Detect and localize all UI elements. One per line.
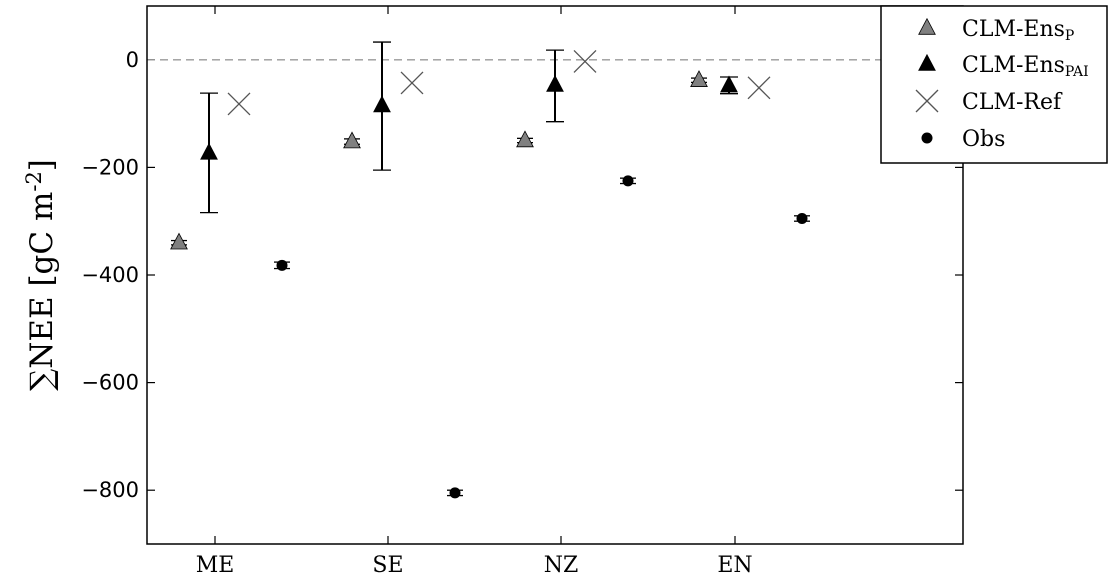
legend-label-subscript: PAI <box>1065 64 1089 80</box>
x-tick-label: EN <box>717 553 752 578</box>
y-axis-title: ∑NEE [gC m-2] <box>22 159 60 391</box>
x-marker-stroke <box>915 89 939 113</box>
legend-label-ens_pai: CLM-EnsPAI <box>962 53 1089 80</box>
legend-marker-ens_pai <box>918 53 936 71</box>
ref-point <box>400 71 424 95</box>
ens_pai-point <box>200 142 218 160</box>
legend-label-ref: CLM-Ref <box>962 90 1063 115</box>
obs-point <box>276 259 288 271</box>
ens_p-point <box>170 232 188 250</box>
y-tick-label: −400 <box>81 263 139 287</box>
x-tick-label: NZ <box>544 553 579 578</box>
data-marks <box>170 41 810 499</box>
legend-label-subscript: P <box>1065 28 1074 44</box>
x-axis-ticks: ME SE NZ EN <box>196 6 753 578</box>
ens_pai-point <box>373 95 391 113</box>
ens_pai-point <box>720 75 738 93</box>
ens_p-point <box>343 131 361 149</box>
legend-label-ens_p: CLM-EnsP <box>962 17 1074 44</box>
obs-point <box>449 487 461 499</box>
x-marker-stroke <box>747 76 771 100</box>
legend-label-base: CLM-Ens <box>962 53 1065 78</box>
legend-marker-ref <box>915 89 939 113</box>
x-marker-stroke <box>227 92 251 116</box>
y-tick-label: 0 <box>126 48 139 72</box>
x-marker-stroke <box>573 49 597 73</box>
legend-label-base: CLM-Ens <box>962 17 1065 42</box>
x-marker-stroke <box>400 71 424 95</box>
legend-marker-obs <box>921 132 933 144</box>
legend-label-base: Obs <box>962 127 1005 152</box>
ref-point <box>747 76 771 100</box>
x-tick-label: SE <box>372 553 403 578</box>
obs-point <box>796 213 808 225</box>
plot-frame <box>146 5 964 545</box>
y-tick-label: −800 <box>81 478 139 502</box>
legend-label-obs: Obs <box>962 127 1005 152</box>
x-tick-label: ME <box>196 553 235 578</box>
ref-point <box>573 49 597 73</box>
y-tick-label: −200 <box>81 155 139 179</box>
legend-marker-ens_p <box>918 17 936 35</box>
legend-box <box>880 5 1108 164</box>
y-tick-label: −600 <box>81 371 139 395</box>
ref-point <box>227 92 251 116</box>
ens_p-point <box>690 70 708 87</box>
ens_p-point <box>516 130 534 148</box>
ens_pai-point <box>546 74 564 92</box>
y-axis-ticks: 0 −200 −400 −600 −800 <box>81 48 963 502</box>
legend-label-base: CLM-Ref <box>962 90 1063 115</box>
obs-point <box>622 175 634 187</box>
